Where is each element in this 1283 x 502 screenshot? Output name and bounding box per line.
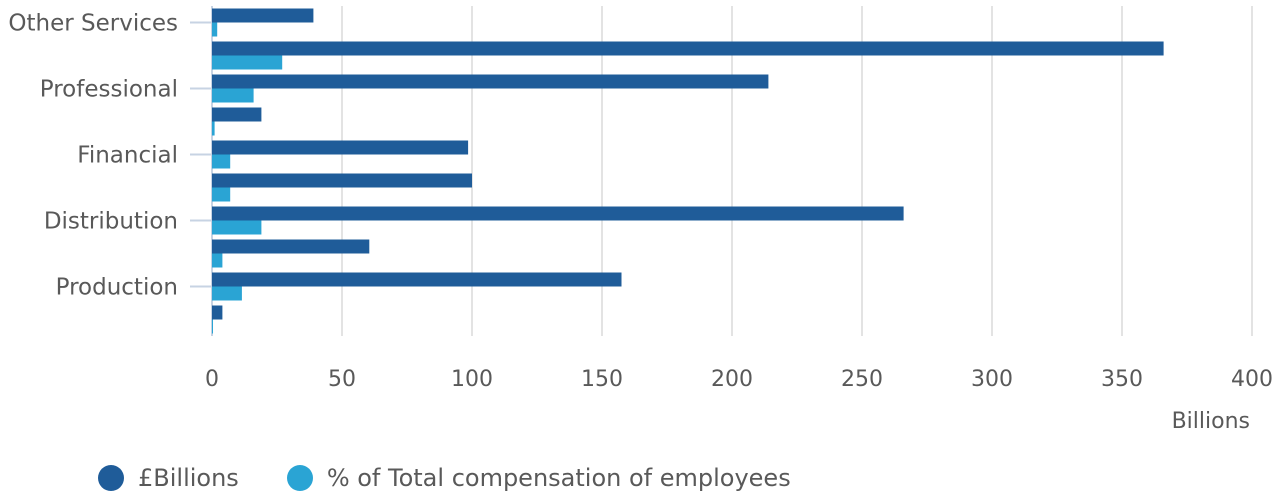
bar-s1-6 — [212, 220, 262, 235]
bar-s0-8 — [212, 272, 622, 287]
bar-s1-8 — [212, 286, 242, 301]
x-tick-label-300: 300 — [971, 367, 1013, 392]
x-tick-label-250: 250 — [841, 367, 883, 392]
bar-s0-2 — [212, 74, 769, 89]
category-label-6: Distribution — [44, 209, 178, 235]
bar-s0-5 — [212, 173, 472, 188]
bar-s1-7 — [212, 253, 223, 268]
legend-item-percent[interactable]: % of Total compensation of employees — [286, 464, 791, 492]
x-tick-label-400: 400 — [1231, 367, 1273, 392]
legend-swatch-billions — [98, 465, 124, 491]
bar-s0-4 — [212, 140, 469, 155]
x-axis-label: Billions — [1172, 409, 1250, 434]
category-label-2: Professional — [40, 77, 178, 103]
bar-chart: 0 50 100 150 200 250 300 350 400 Billions Other Se… — [8, 6, 1273, 434]
x-tick-label-100: 100 — [451, 367, 493, 392]
x-tick-label-0: 0 — [205, 367, 219, 392]
bar-s0-9 — [212, 305, 223, 320]
x-tick-label-50: 50 — [328, 367, 356, 392]
x-tick-label-350: 350 — [1101, 367, 1143, 392]
legend-label-percent: % of Total compensation of employees — [326, 464, 791, 492]
category-label-4: Financial — [77, 143, 178, 169]
legend-item-billions[interactable]: £Billions — [98, 464, 239, 492]
bar-s1-2 — [212, 88, 254, 103]
legend-label-billions: £Billions — [138, 464, 239, 492]
x-tick-label-150: 150 — [581, 367, 623, 392]
legend-swatch-percent — [286, 465, 313, 491]
bar-s0-0 — [212, 8, 314, 23]
x-tick-label-200: 200 — [711, 367, 753, 392]
bar-s1-9 — [212, 319, 213, 334]
bar-s1-3 — [212, 121, 215, 136]
bar-s1-1 — [212, 55, 283, 70]
bar-s0-7 — [212, 239, 370, 254]
bar-s0-3 — [212, 107, 262, 122]
bar-s1-4 — [212, 154, 231, 169]
bar-s1-0 — [212, 22, 218, 37]
category-label-0: Other Services — [8, 11, 178, 37]
category-label-8: Production — [56, 275, 178, 301]
bar-s0-1 — [212, 41, 1164, 56]
legend: £Billions % of Total compensation of emp… — [98, 464, 839, 492]
bar-s1-5 — [212, 187, 231, 202]
bar-s0-6 — [212, 206, 904, 221]
